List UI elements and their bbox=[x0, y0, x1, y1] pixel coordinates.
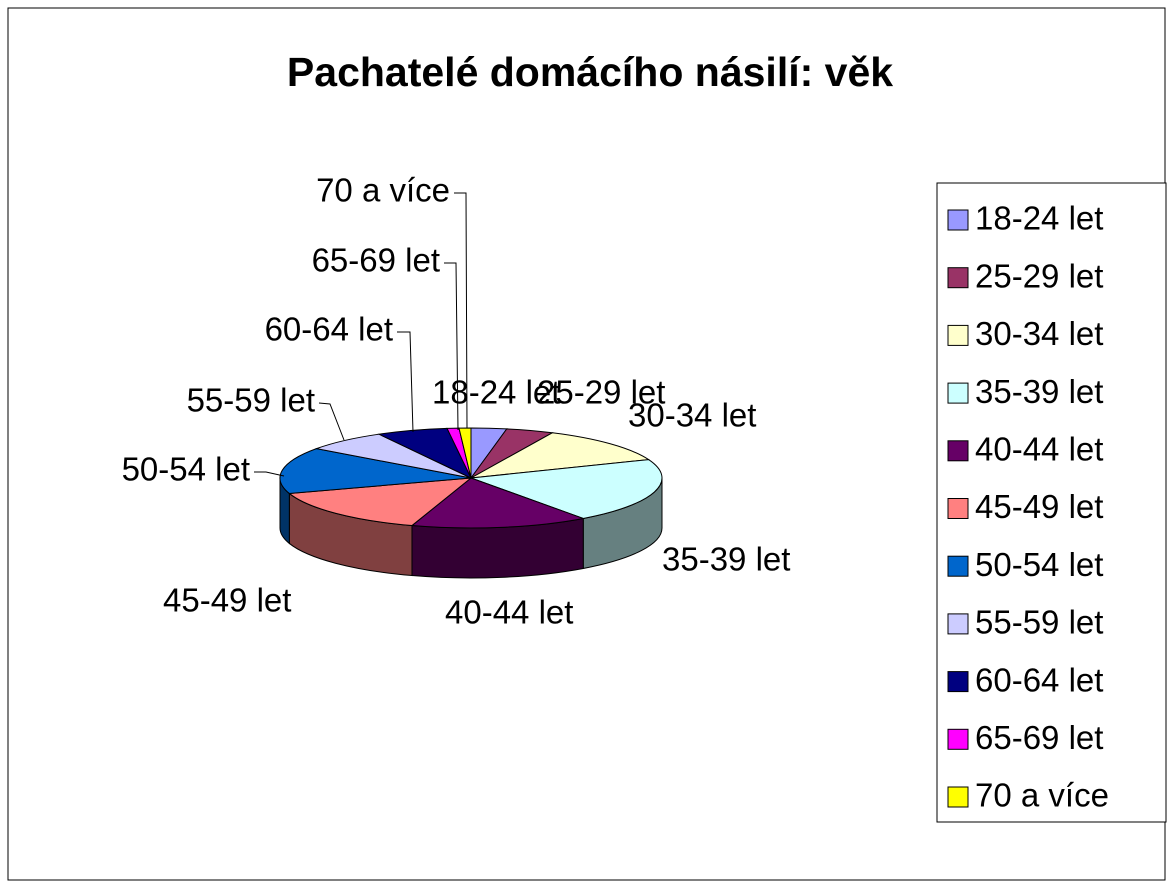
legend-swatch bbox=[947, 382, 969, 404]
pie-slice bbox=[470, 459, 663, 519]
data-label: 55-59 let bbox=[187, 382, 315, 419]
data-label: 45-49 let bbox=[163, 582, 291, 619]
data-label: 70 a více bbox=[316, 172, 450, 209]
data-label: 35-39 let bbox=[662, 541, 790, 578]
leader-line bbox=[444, 262, 459, 431]
leader-line bbox=[397, 331, 414, 433]
legend-swatch bbox=[947, 440, 969, 462]
data-label: 50-54 let bbox=[122, 451, 250, 488]
chart-title: Pachatelé domácího násilí: věk bbox=[287, 49, 893, 95]
pie-slice bbox=[410, 477, 586, 529]
legend-swatch bbox=[947, 498, 969, 519]
legend-swatch bbox=[947, 324, 969, 346]
legend-box bbox=[936, 182, 1167, 823]
legend-swatch bbox=[947, 671, 969, 693]
leader-line bbox=[254, 471, 285, 477]
legend-label: 25-29 let bbox=[975, 257, 1103, 294]
legend-label: 45-49 let bbox=[975, 488, 1103, 525]
legend-label: 40-44 let bbox=[975, 431, 1103, 468]
legend-label: 35-39 let bbox=[975, 373, 1103, 410]
legend-swatch bbox=[947, 555, 969, 577]
legend-label: 50-54 let bbox=[975, 546, 1103, 583]
legend-swatch bbox=[947, 613, 969, 635]
pie-slice bbox=[279, 448, 472, 494]
legend-label: 70 a více bbox=[975, 777, 1109, 814]
data-label: 65-69 let bbox=[312, 242, 440, 279]
data-label: 18-24 let bbox=[432, 374, 560, 411]
legend-label: 60-64 let bbox=[975, 661, 1103, 698]
data-label: 40-44 let bbox=[445, 594, 573, 631]
legend-swatch bbox=[947, 209, 969, 231]
leader-line bbox=[454, 192, 468, 429]
pie-slice bbox=[470, 432, 651, 479]
data-label: 60-64 let bbox=[265, 311, 393, 348]
legend-label: 65-69 let bbox=[975, 719, 1103, 756]
legend-swatch bbox=[947, 267, 969, 289]
pie-slice bbox=[458, 427, 472, 479]
legend-swatch bbox=[947, 728, 969, 750]
data-label: 30-34 let bbox=[628, 397, 756, 434]
legend-label: 30-34 let bbox=[975, 315, 1103, 352]
leader-line bbox=[318, 402, 345, 441]
data-label: 25-29 let bbox=[537, 374, 665, 411]
legend-swatch bbox=[947, 786, 969, 808]
legend-label: 18-24 let bbox=[975, 200, 1103, 237]
legend-label: 55-59 let bbox=[975, 604, 1103, 641]
